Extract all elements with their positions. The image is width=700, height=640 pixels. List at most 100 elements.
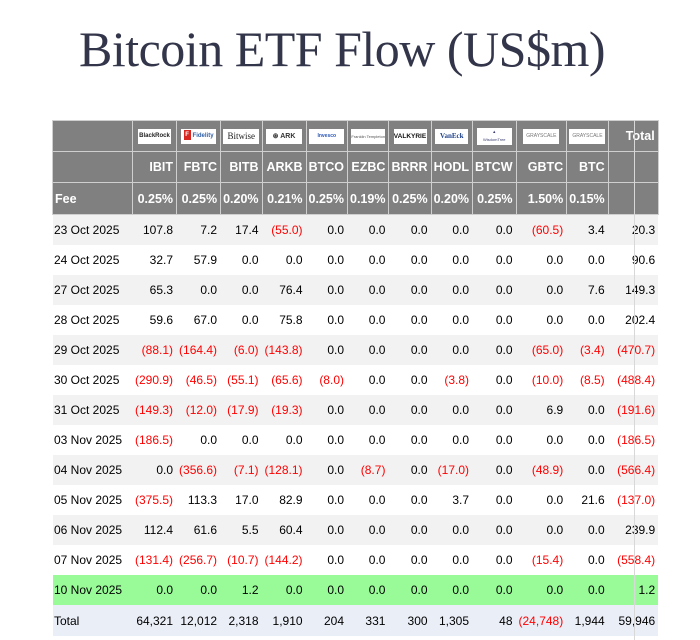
flow-value-cell: 0.0 — [388, 395, 432, 425]
flow-value-cell: 0.0 — [516, 305, 567, 335]
flow-value-cell: 21.6 — [566, 485, 609, 515]
flow-value-cell: 0.0 — [388, 275, 432, 305]
fund-total-cell: 12,012 — [176, 605, 221, 636]
flow-value-cell: 0.0 — [388, 545, 432, 575]
flow-value-cell: 0.0 — [516, 575, 567, 605]
fee-row: Fee 0.25% 0.25% 0.20% 0.21% 0.25% 0.19% … — [52, 182, 659, 215]
date-cell: 07 Nov 2025 — [52, 545, 133, 575]
date-cell: 04 Nov 2025 — [52, 455, 133, 485]
issuer-logo-franklin: Franklin Templeton — [346, 120, 390, 152]
flow-value-cell: 0.0 — [176, 425, 221, 455]
flow-value-cell: 0.0 — [566, 575, 609, 605]
etf-flow-table: BlackRock F Fidelity Bitwise ⊛ ARK Invesc… — [52, 120, 659, 636]
flow-row: 27 Oct 2025 65.3 0.0 0.0 76.4 0.0 0.0 0.0 0.0 0.0… — [52, 275, 659, 305]
flow-row: 06 Nov 2025 112.4 61.6 5.5 60.4 0.0 0.0 0.0 0.0 0… — [52, 515, 659, 545]
flow-value-cell: 0.0 — [220, 425, 263, 455]
flow-value-cell: 0.0 — [347, 335, 389, 365]
flow-value-cell: 0.0 — [516, 425, 567, 455]
flow-value-cell: 0.0 — [388, 425, 432, 455]
fund-total-cell: 1,910 — [262, 605, 307, 636]
issuer-logo-grayscale-btc: GRAYSCALE — [566, 120, 609, 152]
flow-value-cell: 0.0 — [132, 575, 177, 605]
flow-value-cell: 32.7 — [132, 245, 177, 275]
wisdomtree-logo-icon: ▲ WisdomTree — [476, 127, 512, 145]
flow-value-cell: (3.8) — [431, 365, 473, 395]
flow-value-cell: 0.0 — [566, 395, 609, 425]
issuer-logo-blackrock: BlackRock — [131, 120, 178, 152]
date-cell: 31 Oct 2025 — [52, 395, 133, 425]
ticker-cell: BTCO — [305, 151, 349, 183]
flow-value-cell: 0.0 — [431, 275, 473, 305]
issuer-logo-row: BlackRock F Fidelity Bitwise ⊛ ARK Invesc… — [52, 120, 659, 152]
flow-value-cell: 0.0 — [472, 515, 517, 545]
row-total-cell: (186.5) — [608, 425, 659, 455]
flow-row: 30 Oct 2025 (290.9) (46.5) (55.1) (65.6) (8.0… — [52, 365, 659, 395]
fee-cell: 0.20% — [220, 182, 263, 215]
date-cell: 10 Nov 2025 — [52, 575, 133, 605]
ticker-row: IBIT FBTC BITB ARKB BTCO EZBC BRRR HODL … — [52, 151, 659, 183]
table-right-border — [634, 120, 635, 640]
flow-value-cell: (164.4) — [176, 335, 221, 365]
flow-value-cell: 0.0 — [516, 275, 567, 305]
flow-value-cell: 0.0 — [176, 275, 221, 305]
date-cell: 23 Oct 2025 — [52, 214, 133, 245]
franklin-templeton-logo-icon: Franklin Templeton — [351, 128, 386, 144]
flow-value-cell: (3.4) — [566, 335, 609, 365]
ticker-cell: BTC — [566, 151, 609, 183]
flow-value-cell: 0.0 — [347, 485, 389, 515]
flow-value-cell: 75.8 — [262, 305, 307, 335]
flow-value-cell: (143.8) — [262, 335, 307, 365]
flow-value-cell: 0.0 — [262, 425, 307, 455]
fund-total-cell: 1,305 — [431, 605, 473, 636]
flow-value-cell: 0.0 — [431, 305, 473, 335]
flow-value-cell: 0.0 — [347, 425, 389, 455]
flow-value-cell: 0.0 — [388, 214, 432, 245]
total-column-header: Total — [607, 120, 659, 152]
flow-value-cell: 0.0 — [472, 365, 517, 395]
ticker-cell: IBIT — [131, 151, 178, 183]
flow-value-cell: 67.0 — [176, 305, 221, 335]
flow-value-cell: 0.0 — [472, 575, 517, 605]
issuer-logo-vaneck: VanEck — [430, 120, 474, 152]
date-cell: 30 Oct 2025 — [52, 365, 133, 395]
fee-cell: 0.25% — [472, 182, 517, 215]
flow-row: 05 Nov 2025 (375.5) 113.3 17.0 82.9 0.0 0.0 0.0… — [52, 485, 659, 515]
flow-value-cell: 0.0 — [306, 275, 348, 305]
valkyrie-logo-icon: VALKYRIE — [393, 128, 427, 144]
flow-value-cell: 0.0 — [347, 365, 389, 395]
flow-value-cell: 0.0 — [347, 515, 389, 545]
ticker-cell: BITB — [220, 151, 263, 183]
corner-cell — [52, 120, 133, 152]
flow-value-cell: 0.0 — [262, 575, 307, 605]
flow-value-cell: (55.1) — [220, 365, 263, 395]
flow-value-cell: (55.0) — [262, 214, 307, 245]
fund-total-cell: 2,318 — [220, 605, 263, 636]
ticker-cell: BRRR — [388, 151, 432, 183]
flow-value-cell: (256.7) — [176, 545, 221, 575]
ticker-cell: GBTC — [515, 151, 568, 183]
row-total-cell: 20.3 — [608, 214, 659, 245]
flow-value-cell: 0.0 — [388, 245, 432, 275]
flow-value-cell: 61.6 — [176, 515, 221, 545]
row-total-cell: 149.3 — [608, 275, 659, 305]
flow-value-cell: 0.0 — [347, 245, 389, 275]
flow-value-cell: (128.1) — [262, 455, 307, 485]
flow-value-cell: 0.0 — [306, 545, 348, 575]
invesco-logo-icon: Invesco — [309, 128, 345, 144]
flow-value-cell: 0.0 — [220, 305, 263, 335]
flow-value-cell: 0.0 — [431, 335, 473, 365]
flow-value-cell: 0.0 — [472, 214, 517, 245]
fidelity-logo-icon: F Fidelity — [181, 128, 217, 144]
flow-value-cell: 0.0 — [431, 545, 473, 575]
grayscale-logo-icon: GRAYSCALE — [569, 128, 606, 144]
date-cell: 29 Oct 2025 — [52, 335, 133, 365]
flow-value-cell: 0.0 — [347, 395, 389, 425]
issuer-logo-ark: ⊛ ARK — [261, 120, 307, 152]
fee-label: Fee — [52, 182, 133, 215]
flow-value-cell: 59.6 — [132, 305, 177, 335]
flow-row: 07 Nov 2025 (131.4) (256.7) (10.7) (144.2) 0.… — [52, 545, 659, 575]
flow-value-cell: 0.0 — [388, 365, 432, 395]
flow-value-cell: (60.5) — [516, 214, 567, 245]
issuer-logo-fidelity: F Fidelity — [176, 120, 222, 152]
ark-invest-logo-icon: ⊛ ARK — [266, 128, 303, 144]
